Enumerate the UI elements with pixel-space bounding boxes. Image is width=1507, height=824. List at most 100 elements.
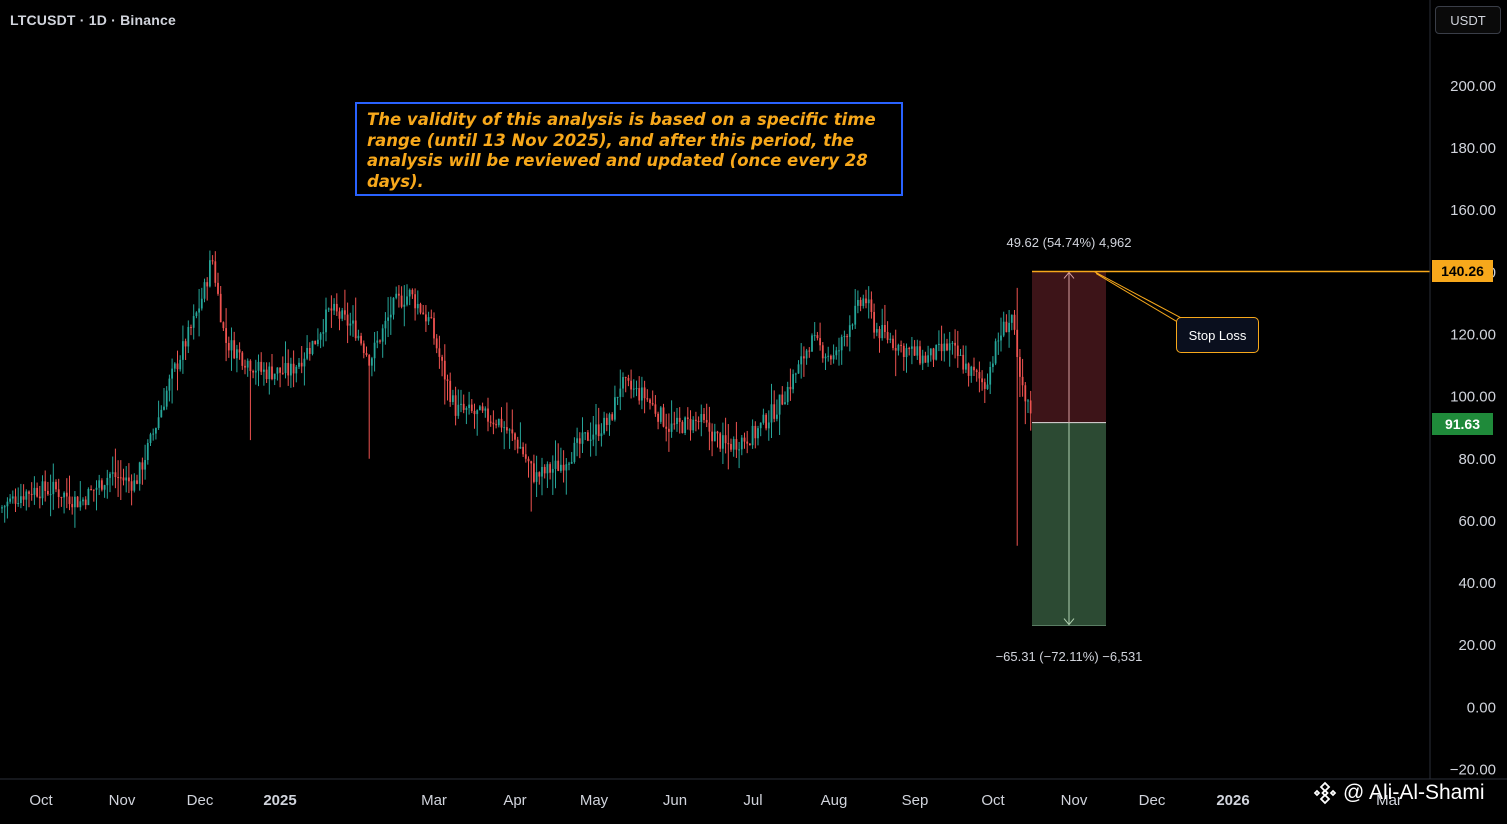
candle-body (479, 406, 481, 411)
candle-body (659, 407, 662, 422)
time-axis: Oct Nov Dec 2025 Mar Apr May Jun Jul Aug Sep Oct Nov… (29, 792, 1402, 809)
candle-body (200, 298, 203, 309)
candle-body (919, 346, 921, 364)
candle-body (1, 507, 3, 509)
candle-body (608, 414, 611, 425)
candle-body (616, 396, 619, 398)
candle-body (881, 324, 884, 339)
candle-body (92, 489, 95, 491)
candle-body (911, 346, 913, 349)
candle-body (1000, 335, 1002, 341)
candle-body (581, 432, 584, 444)
candle-body (346, 314, 349, 326)
candle-body (681, 421, 684, 434)
candle-body (1021, 376, 1024, 386)
time-tick-label: 2026 (1216, 792, 1249, 809)
candle-body (452, 395, 454, 402)
candle-body (770, 404, 773, 423)
candle-body (573, 442, 576, 462)
candle-body (98, 480, 101, 488)
candle-body (546, 464, 549, 474)
stop-loss-callout[interactable]: Stop Loss (1176, 317, 1259, 353)
time-tick-label: Nov (109, 792, 136, 809)
candle-body (778, 394, 781, 415)
candle-body (624, 377, 627, 379)
time-tick-label: Dec (187, 792, 214, 809)
candle-body (101, 480, 103, 490)
candle-body (557, 460, 560, 471)
candle-body (454, 395, 457, 416)
candle-body (470, 404, 473, 411)
candle-body (589, 439, 592, 441)
candle-body (395, 293, 398, 298)
candle-body (246, 360, 249, 368)
time-tick-label: Oct (29, 792, 53, 809)
time-tick-label: Mar (421, 792, 447, 809)
candle-body (865, 298, 867, 304)
time-tick-label: Oct (981, 792, 1005, 809)
candle-body (797, 364, 800, 374)
candle-body (867, 299, 870, 304)
currency-button[interactable]: USDT (1435, 6, 1501, 34)
candle-body (419, 303, 422, 313)
candle-body (487, 408, 489, 422)
candle-body (230, 340, 233, 351)
candle-body (530, 461, 533, 464)
candle-body (597, 424, 600, 437)
candle-body (981, 378, 983, 383)
candle-body (149, 434, 152, 443)
candle-body (746, 441, 749, 444)
candle-body (416, 303, 419, 309)
candle-body (360, 335, 362, 344)
candle-body (813, 335, 816, 337)
candle-body (319, 333, 322, 340)
candle-body (600, 433, 603, 437)
candle-body (484, 408, 487, 411)
candle-body (252, 371, 254, 373)
candle-body (762, 414, 765, 423)
price-tick-label: 80.00 (1458, 451, 1496, 468)
candle-body (751, 425, 754, 446)
candle-body (165, 390, 168, 407)
candle-body (497, 418, 500, 426)
candle-body (322, 332, 325, 334)
candle-body (897, 344, 900, 351)
candle-body (373, 342, 376, 359)
candle-body (311, 340, 314, 354)
price-tick-label: 180.00 (1450, 140, 1496, 157)
time-tick-label: Mar (1376, 792, 1402, 809)
candle-body (989, 366, 992, 385)
time-tick-label: 2025 (263, 792, 296, 809)
position-bottom-label: −65.31 (−72.11%) −6,531 (996, 649, 1143, 664)
candle-body (273, 373, 276, 380)
candle-body (508, 429, 511, 431)
time-tick-label: Nov (1061, 792, 1088, 809)
candle-body (916, 346, 919, 356)
candle-body (268, 366, 271, 380)
candle-body (122, 477, 125, 481)
candle-body (276, 367, 279, 374)
candle-body (970, 366, 973, 376)
candle-body (106, 477, 109, 486)
candle-body (975, 370, 978, 373)
candle-body (929, 348, 932, 356)
candle-body (36, 487, 38, 497)
symbol-title[interactable]: LTCUSDT · 1D · Binance (10, 12, 176, 28)
candle-body (684, 417, 686, 434)
price-tick-label: 20.00 (1458, 637, 1496, 654)
candle-body (943, 343, 946, 352)
candle-body (794, 373, 797, 375)
watermark-text: @ Ali-Al-Shami (1343, 781, 1485, 804)
position-tool: 49.62 (54.74%) 4,962 −65.31 (−72.11%) −6,… (996, 235, 1430, 664)
candle-body (959, 354, 962, 356)
candle-body (549, 464, 551, 473)
candle-body (138, 462, 141, 484)
analysis-note[interactable]: The validity of this analysis is based o… (355, 102, 903, 196)
candle-body (735, 439, 738, 450)
candle-body (676, 417, 678, 424)
candle-body (349, 323, 352, 326)
candle-body (541, 466, 543, 477)
candle-body (136, 480, 138, 484)
candle-body (114, 472, 117, 478)
